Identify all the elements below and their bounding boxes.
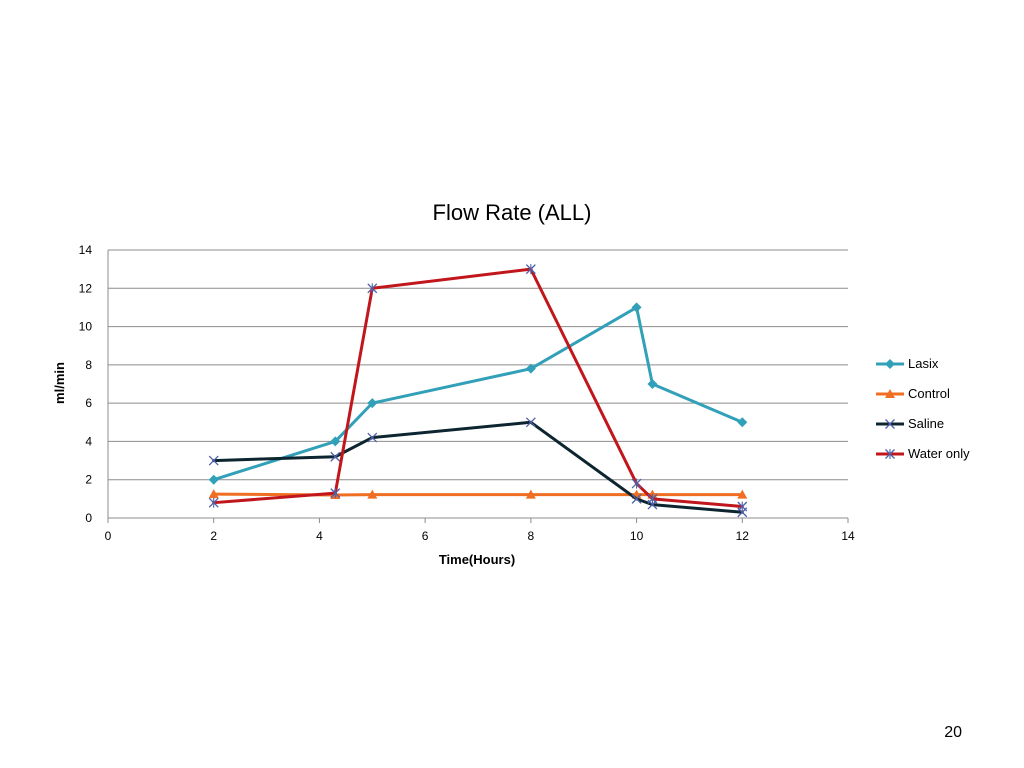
series-lasix <box>208 302 748 485</box>
data-point-water-only <box>525 264 536 275</box>
data-point-saline <box>525 417 536 428</box>
y-axis-label: ml/min <box>52 362 67 404</box>
legend-item-control: Control <box>876 386 950 401</box>
data-point-lasix <box>525 363 536 374</box>
series-line-control <box>212 492 744 497</box>
page-number: 20 <box>944 724 962 741</box>
data-point-control <box>525 489 536 499</box>
data-point-lasix <box>367 398 378 409</box>
data-point-saline <box>367 432 378 443</box>
legend-label: Control <box>908 386 950 401</box>
data-point-saline <box>631 493 642 504</box>
y-tick-label: 4 <box>85 434 92 448</box>
x-tick-label: 2 <box>210 529 217 543</box>
y-tick-label: 14 <box>79 243 93 257</box>
data-point-water-only <box>631 478 642 489</box>
legend-label: Lasix <box>908 356 939 371</box>
x-tick-label: 4 <box>316 529 323 543</box>
series-saline <box>208 417 748 518</box>
data-point-saline <box>208 455 219 466</box>
x-tick-label: 10 <box>630 529 644 543</box>
x-tick-label: 8 <box>528 529 535 543</box>
data-point-control <box>367 489 378 499</box>
data-point-water-only <box>367 283 378 294</box>
series-layer <box>208 264 748 518</box>
legend-label: Saline <box>908 416 944 431</box>
chart-title: Flow Rate (ALL) <box>433 200 592 225</box>
data-point-water-only <box>647 493 658 504</box>
data-point-water-only <box>737 501 748 512</box>
x-tick-label: 14 <box>841 529 855 543</box>
data-point-lasix <box>330 436 341 447</box>
x-tick-label: 0 <box>105 529 112 543</box>
legend-marker <box>885 449 895 459</box>
data-point-lasix <box>647 379 658 389</box>
y-tick-label: 10 <box>79 320 93 334</box>
data-point-control <box>208 489 219 499</box>
data-point-lasix <box>631 302 642 313</box>
legend-item-lasix: Lasix <box>876 356 939 371</box>
legend-marker <box>885 419 895 429</box>
y-tick-label: 2 <box>85 473 92 487</box>
legend-marker <box>885 389 895 398</box>
series-line-lasix <box>212 305 744 482</box>
legend: Lasix Control Saline Water only <box>876 356 970 461</box>
y-tick-label: 6 <box>85 396 92 410</box>
series-water-only <box>208 264 748 512</box>
legend-marker <box>885 359 895 369</box>
x-tick-label: 12 <box>736 529 750 543</box>
legend-label: Water only <box>908 446 970 461</box>
data-point-water-only <box>330 488 341 499</box>
data-point-lasix <box>208 474 219 485</box>
x-axis-label: Time(Hours) <box>439 552 515 567</box>
gridlines <box>108 249 848 519</box>
y-tick-label: 8 <box>85 358 92 372</box>
legend-item-water-only: Water only <box>876 446 970 461</box>
axes: 0 2 4 6 8 10 12 14 0 2 4 6 8 10 12 14 <box>79 243 855 543</box>
y-tick-label: 12 <box>79 281 93 295</box>
legend-item-saline: Saline <box>876 416 944 431</box>
data-point-saline <box>330 451 341 462</box>
data-point-control <box>737 489 748 499</box>
data-point-water-only <box>208 497 219 508</box>
data-point-lasix <box>737 417 748 428</box>
x-tick-label: 6 <box>422 529 429 543</box>
y-tick-label: 0 <box>85 511 92 525</box>
